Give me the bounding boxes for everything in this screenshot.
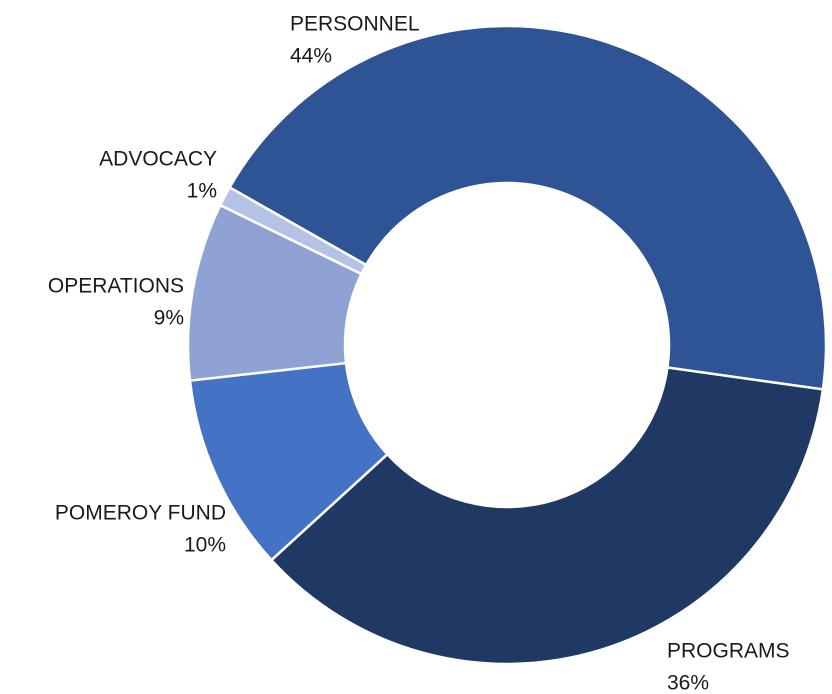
value-label: 44% xyxy=(290,45,332,68)
category-label: PROGRAMS xyxy=(667,640,790,663)
donut-segment xyxy=(218,185,368,276)
value-label: 1% xyxy=(187,180,217,203)
category-label: ADVOCACY xyxy=(99,148,217,171)
donut-segment xyxy=(227,24,828,391)
category-label: POMEROY FUND xyxy=(55,502,226,525)
category-label: PERSONNEL xyxy=(290,13,420,36)
category-label: OPERATIONS xyxy=(48,275,184,298)
value-label: 9% xyxy=(154,307,184,330)
value-label: 10% xyxy=(184,534,226,557)
value-label: 36% xyxy=(667,672,709,694)
donut-segment xyxy=(269,366,825,666)
